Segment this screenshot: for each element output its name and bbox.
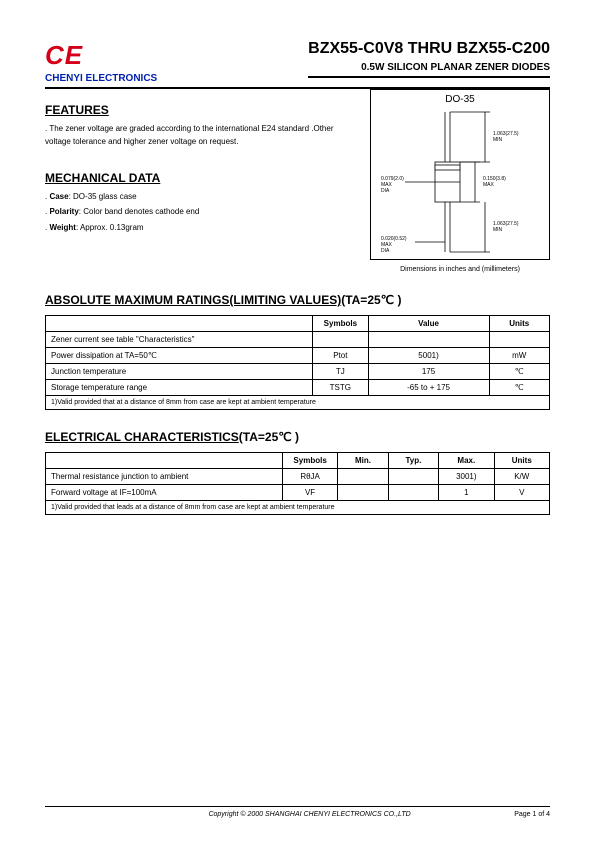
cell-sym: RθJA	[282, 469, 337, 485]
cell-max: 3001)	[439, 469, 494, 485]
electrical-heading: ELECTRICAL CHARACTERISTICS(TA=25℃ )	[45, 430, 550, 444]
copyright-text: Copyright © 2000 SHANGHAI CHENYI ELECTRO…	[105, 811, 514, 818]
features-heading: FEATURES	[45, 103, 350, 117]
mech-text: : DO-35 glass case	[69, 192, 137, 201]
cell-unit	[489, 332, 549, 348]
col-units: Units	[489, 316, 549, 332]
cell-unit: ℃	[489, 364, 549, 380]
cell-param: Zener current see table "Characteristics…	[46, 332, 313, 348]
table-header-row: Symbols Value Units	[46, 316, 550, 332]
mechanical-item: Polarity: Color band denotes cathode end	[45, 206, 350, 219]
diagram-column: DO-35 0.079(2.0)	[370, 89, 550, 273]
electrical-heading-u: ELECTRICAL CHARACTERISTICS	[45, 430, 239, 444]
col-typ: Typ.	[388, 453, 438, 469]
page-number: Page 1 of 4	[514, 811, 550, 818]
cell-sym: TSTG	[313, 380, 368, 396]
page-header: CE CHENYI ELECTRONICS BZX55-C0V8 THRU BZ…	[45, 40, 550, 84]
cell-val: -65 to + 175	[368, 380, 489, 396]
abs-max-heading-u: ABSOLUTE MAXIMUM RATINGS(LIMITING VALUES…	[45, 293, 341, 307]
mechanical-list: Case: DO-35 glass case Polarity: Color b…	[45, 191, 350, 235]
cell-unit: K/W	[494, 469, 549, 485]
table-row: Zener current see table "Characteristics…	[46, 332, 550, 348]
cell-val: 5001)	[368, 348, 489, 364]
cell-param: Forward voltage at IF=100mA	[46, 485, 283, 501]
table-row: Storage temperature range TSTG -65 to + …	[46, 380, 550, 396]
company-name: CHENYI ELECTRONICS	[45, 73, 157, 84]
cell-min	[338, 485, 388, 501]
abs-max-table: Symbols Value Units Zener current see ta…	[45, 315, 550, 410]
cell-sym: Ptot	[313, 348, 368, 364]
abs-max-heading-rest: (TA=25℃ )	[341, 293, 401, 307]
cell-min	[338, 469, 388, 485]
footnote-text: 1)Valid provided that leads at a distanc…	[46, 501, 550, 515]
abs-max-heading: ABSOLUTE MAXIMUM RATINGS(LIMITING VALUES…	[45, 293, 550, 307]
part-number-title: BZX55-C0V8 THRU BZX55-C200	[308, 40, 550, 58]
feature-item: The zener voltage are graded according t…	[45, 123, 350, 149]
product-subtitle: 0.5W SILICON PLANAR ZENER DIODES	[308, 62, 550, 78]
mech-text: : Approx. 0.13gram	[76, 223, 144, 232]
cell-param: Power dissipation at TA=50℃	[46, 348, 313, 364]
mechanical-item: Case: DO-35 glass case	[45, 191, 350, 204]
svg-text:MIN: MIN	[493, 227, 503, 233]
cell-typ	[388, 469, 438, 485]
package-name: DO-35	[375, 94, 545, 105]
cell-sym: TJ	[313, 364, 368, 380]
col-units: Units	[494, 453, 549, 469]
features-diagram-row: FEATURES The zener voltage are graded ac…	[45, 89, 550, 273]
col-max: Max.	[439, 453, 494, 469]
features-list: The zener voltage are graded according t…	[45, 123, 350, 149]
table-header-row: Symbols Min. Typ. Max. Units	[46, 453, 550, 469]
mech-label: Case	[49, 192, 68, 201]
cell-sym	[313, 332, 368, 348]
cell-max: 1	[439, 485, 494, 501]
svg-text:DIA: DIA	[381, 188, 390, 194]
electrical-heading-rest: (TA=25℃ )	[239, 430, 299, 444]
diagram-caption: Dimensions in inches and (millimeters)	[370, 266, 550, 273]
logo-text: CE	[45, 40, 157, 71]
mech-label: Weight	[49, 223, 76, 232]
col-min: Min.	[338, 453, 388, 469]
table-row: Power dissipation at TA=50℃ Ptot 5001) m…	[46, 348, 550, 364]
cell-unit: V	[494, 485, 549, 501]
cell-param: Junction temperature	[46, 364, 313, 380]
col-param	[46, 453, 283, 469]
svg-text:DIA: DIA	[381, 248, 390, 254]
mech-text: : Color band denotes cathode end	[79, 207, 200, 216]
left-column: FEATURES The zener voltage are graded ac…	[45, 89, 350, 273]
cell-param: Thermal resistance junction to ambient	[46, 469, 283, 485]
svg-text:MIN: MIN	[493, 137, 503, 143]
cell-val	[368, 332, 489, 348]
col-symbols: Symbols	[313, 316, 368, 332]
logo-block: CE CHENYI ELECTRONICS	[45, 40, 157, 84]
col-param	[46, 316, 313, 332]
table-row: Junction temperature TJ 175 ℃	[46, 364, 550, 380]
electrical-table: Symbols Min. Typ. Max. Units Thermal res…	[45, 452, 550, 515]
table-row: Forward voltage at IF=100mA VF 1 V	[46, 485, 550, 501]
table-row: Thermal resistance junction to ambient R…	[46, 469, 550, 485]
cell-typ	[388, 485, 438, 501]
page-footer: Copyright © 2000 SHANGHAI CHENYI ELECTRO…	[45, 806, 550, 818]
table-footnote-row: 1)Valid provided that leads at a distanc…	[46, 501, 550, 515]
cell-val: 175	[368, 364, 489, 380]
cell-unit: ℃	[489, 380, 549, 396]
mechanical-heading: MECHANICAL DATA	[45, 171, 350, 185]
col-symbols: Symbols	[282, 453, 337, 469]
cell-sym: VF	[282, 485, 337, 501]
svg-text:MAX: MAX	[483, 182, 495, 188]
cell-param: Storage temperature range	[46, 380, 313, 396]
footnote-text: 1)Valid provided that at a distance of 8…	[46, 396, 550, 410]
cell-unit: mW	[489, 348, 549, 364]
mech-label: Polarity	[49, 207, 78, 216]
mechanical-item: Weight: Approx. 0.13gram	[45, 222, 350, 235]
do35-outline-icon: 0.079(2.0) MAX DIA 0.150(3.8) MAX 1.063(…	[375, 107, 545, 257]
package-diagram: DO-35 0.079(2.0)	[370, 89, 550, 260]
title-block: BZX55-C0V8 THRU BZX55-C200 0.5W SILICON …	[308, 40, 550, 78]
table-footnote-row: 1)Valid provided that at a distance of 8…	[46, 396, 550, 410]
col-value: Value	[368, 316, 489, 332]
